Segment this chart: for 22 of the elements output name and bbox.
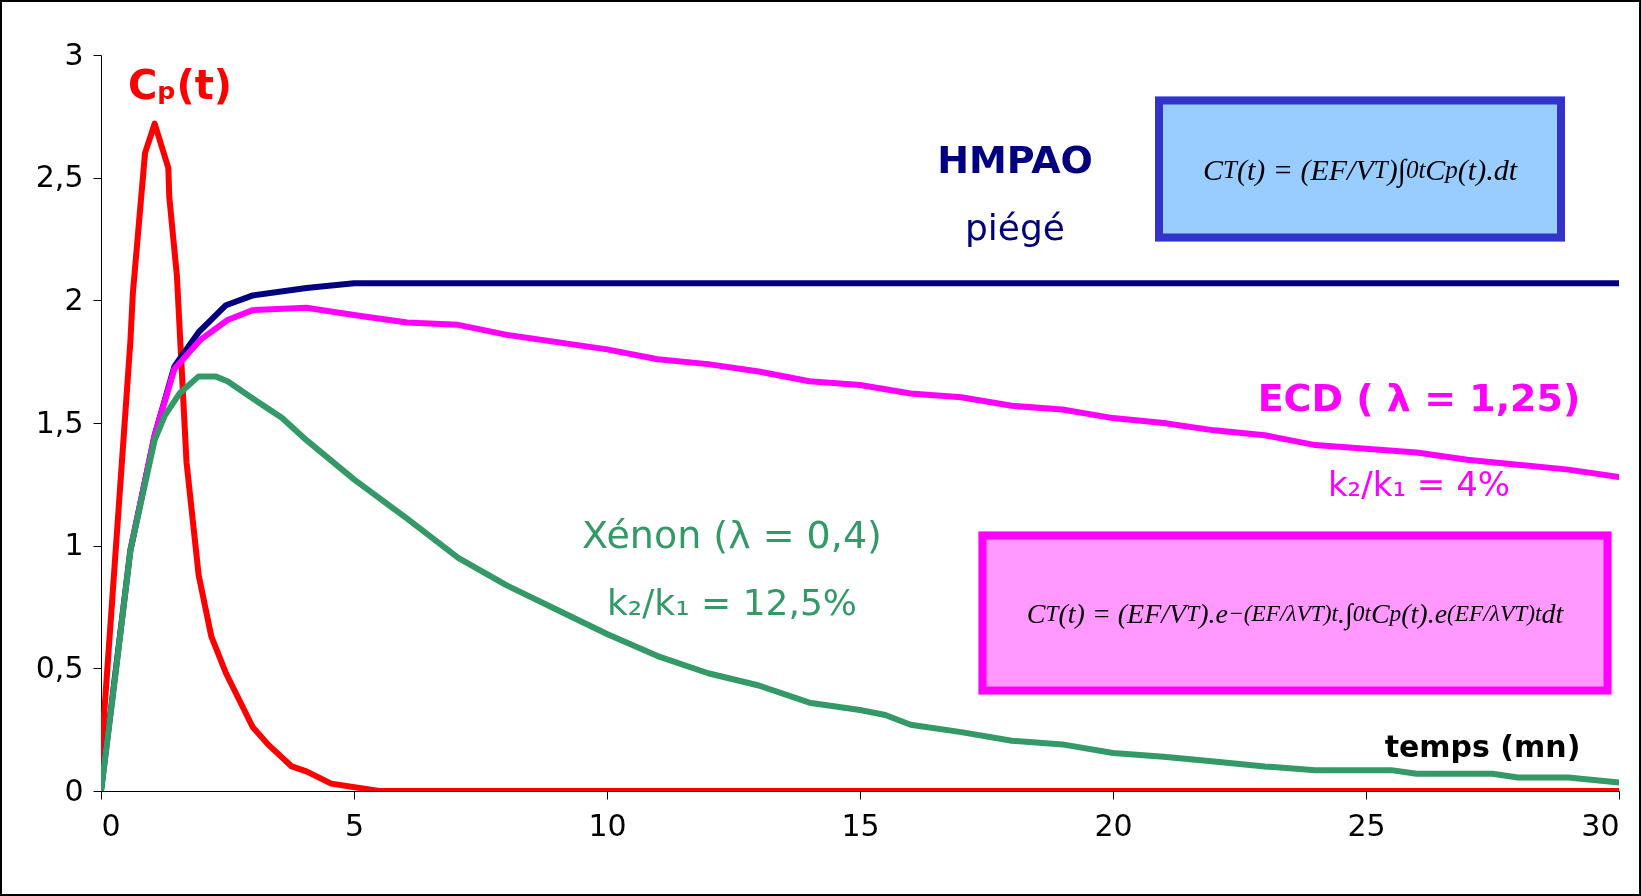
- y-tick-label: 1,5: [35, 404, 84, 440]
- x-axis-title: temps (mn): [1384, 728, 1581, 764]
- annotation: k₂/k₁ = 4%: [1327, 464, 1511, 504]
- x-tick-label: 15: [841, 807, 880, 843]
- y-tick-label: 0,5: [35, 649, 84, 685]
- x-tick-label: 25: [1347, 807, 1386, 843]
- series-label: Cₚ(t): [127, 62, 233, 108]
- text: HMPAO: [937, 138, 1093, 182]
- x-tick-label: 10: [588, 807, 627, 843]
- x-tick-label: 5: [344, 807, 365, 843]
- y-tick-label: 1: [64, 527, 84, 563]
- x-tick-label: 30: [1581, 807, 1620, 843]
- annotation: k₂/k₁ = 12,5%: [606, 581, 858, 623]
- series-label: Xénon (λ = 0,4): [582, 513, 882, 557]
- y-tick-label: 2: [64, 281, 84, 317]
- x-tick-label: 20: [1094, 807, 1133, 843]
- y-tick-label: 2,5: [35, 159, 84, 195]
- annotation: piégé: [964, 206, 1066, 248]
- series-label: ECD ( λ = 1,25): [1257, 376, 1581, 420]
- y-tick-label: 0: [64, 772, 84, 808]
- y-tick-label: 3: [64, 36, 84, 72]
- x-tick-label: 0: [101, 807, 121, 843]
